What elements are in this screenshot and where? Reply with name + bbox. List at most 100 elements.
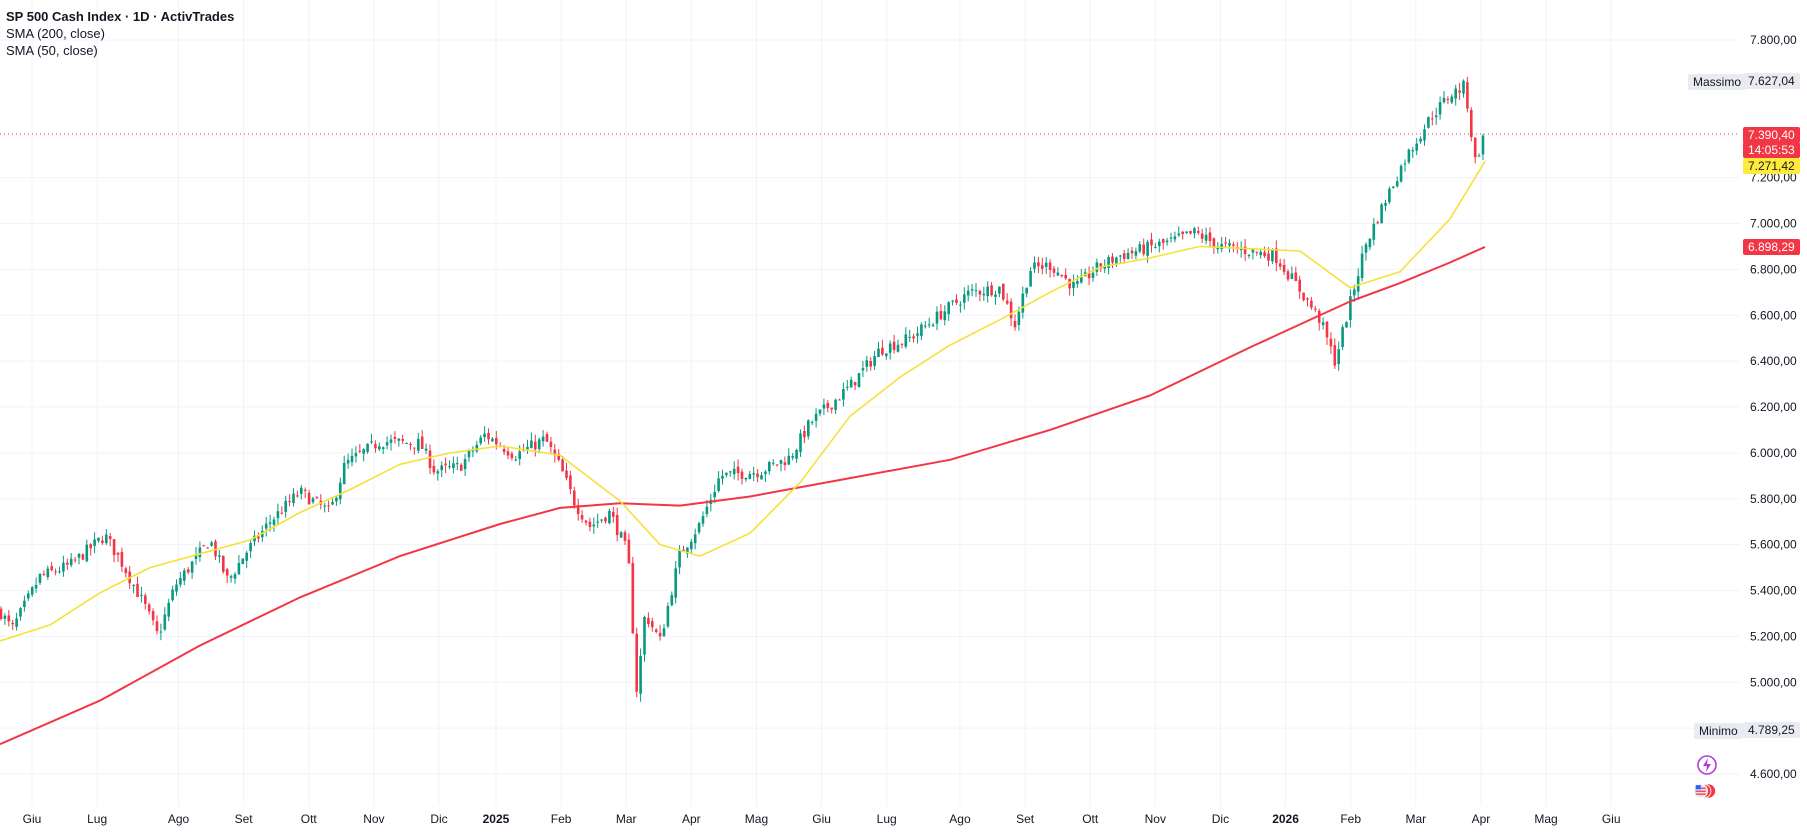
- candle[interactable]: [849, 376, 853, 388]
- candle[interactable]: [725, 472, 728, 478]
- candle[interactable]: [229, 574, 233, 583]
- candle[interactable]: [1052, 266, 1056, 278]
- candle[interactable]: [970, 283, 974, 297]
- candle[interactable]: [155, 615, 159, 635]
- candle[interactable]: [66, 558, 69, 571]
- candle[interactable]: [869, 357, 872, 371]
- candle[interactable]: [573, 486, 576, 509]
- candle[interactable]: [592, 517, 596, 534]
- candle[interactable]: [167, 598, 170, 622]
- candle[interactable]: [1173, 231, 1177, 243]
- candle[interactable]: [1193, 226, 1196, 239]
- candle[interactable]: [210, 540, 213, 547]
- candle[interactable]: [315, 495, 319, 499]
- candle[interactable]: [1290, 266, 1294, 280]
- candle[interactable]: [296, 490, 299, 498]
- candle[interactable]: [93, 532, 96, 554]
- candle[interactable]: [487, 428, 490, 445]
- candle[interactable]: [183, 568, 186, 586]
- candle[interactable]: [1481, 133, 1485, 160]
- candle[interactable]: [545, 431, 549, 442]
- candle[interactable]: [1091, 266, 1095, 282]
- candle[interactable]: [77, 552, 81, 565]
- candle[interactable]: [89, 543, 92, 556]
- legend-sma200[interactable]: SMA (200, close): [6, 26, 105, 41]
- candle[interactable]: [1392, 185, 1395, 189]
- candle[interactable]: [1384, 199, 1387, 212]
- candle[interactable]: [409, 442, 412, 451]
- candle[interactable]: [370, 433, 373, 444]
- candle[interactable]: [1446, 96, 1450, 105]
- candle[interactable]: [151, 608, 155, 626]
- candle[interactable]: [927, 317, 931, 328]
- candle[interactable]: [378, 442, 381, 452]
- candle[interactable]: [1243, 238, 1247, 261]
- candle[interactable]: [463, 454, 467, 476]
- candle[interactable]: [1247, 253, 1251, 259]
- candle[interactable]: [1341, 324, 1344, 351]
- candle[interactable]: [596, 513, 599, 528]
- candle[interactable]: [1294, 266, 1298, 282]
- candle[interactable]: [717, 471, 720, 493]
- candle[interactable]: [1185, 231, 1188, 235]
- candle[interactable]: [1220, 236, 1223, 253]
- candle[interactable]: [1259, 248, 1262, 259]
- candle[interactable]: [1298, 275, 1301, 299]
- candle[interactable]: [50, 562, 53, 572]
- candle[interactable]: [1470, 107, 1473, 142]
- candle[interactable]: [822, 398, 826, 416]
- candle[interactable]: [272, 516, 276, 532]
- candle[interactable]: [1360, 245, 1364, 282]
- candle[interactable]: [350, 448, 354, 467]
- candle[interactable]: [101, 535, 104, 545]
- candle[interactable]: [615, 507, 619, 542]
- candle[interactable]: [303, 487, 307, 499]
- candle[interactable]: [1072, 274, 1075, 296]
- candle[interactable]: [768, 460, 771, 475]
- candle[interactable]: [1068, 278, 1071, 296]
- candle[interactable]: [483, 426, 486, 442]
- candle[interactable]: [366, 443, 369, 454]
- candle[interactable]: [1076, 275, 1079, 288]
- candle[interactable]: [456, 456, 459, 471]
- candle[interactable]: [237, 554, 241, 575]
- candle[interactable]: [1399, 164, 1403, 183]
- candle[interactable]: [861, 361, 865, 378]
- candle[interactable]: [764, 470, 767, 482]
- candle[interactable]: [1177, 226, 1181, 238]
- candle[interactable]: [147, 602, 151, 615]
- candle[interactable]: [393, 431, 397, 444]
- candle[interactable]: [327, 500, 330, 513]
- candle[interactable]: [452, 456, 455, 474]
- candle[interactable]: [565, 462, 568, 481]
- candle[interactable]: [140, 586, 143, 603]
- candle[interactable]: [920, 322, 923, 340]
- candle[interactable]: [288, 494, 291, 507]
- candle[interactable]: [420, 430, 424, 450]
- candle[interactable]: [471, 446, 475, 458]
- candle[interactable]: [1130, 246, 1134, 259]
- candle[interactable]: [428, 444, 432, 474]
- candle[interactable]: [1087, 266, 1091, 286]
- candle[interactable]: [693, 528, 697, 550]
- candle[interactable]: [1033, 256, 1036, 273]
- candle[interactable]: [401, 434, 404, 444]
- candle[interactable]: [222, 555, 225, 574]
- candle[interactable]: [245, 550, 248, 569]
- candle[interactable]: [506, 448, 510, 460]
- candle[interactable]: [1208, 227, 1212, 248]
- candle[interactable]: [276, 503, 280, 525]
- candle[interactable]: [46, 565, 50, 580]
- candle[interactable]: [1317, 308, 1321, 331]
- candle[interactable]: [771, 459, 775, 466]
- candle[interactable]: [1165, 238, 1169, 246]
- candle[interactable]: [1431, 111, 1434, 126]
- candle[interactable]: [1134, 247, 1138, 260]
- candle[interactable]: [1462, 79, 1465, 98]
- candle[interactable]: [491, 437, 494, 443]
- candle[interactable]: [432, 459, 436, 475]
- candle[interactable]: [814, 408, 818, 428]
- candle[interactable]: [362, 448, 365, 462]
- candle[interactable]: [654, 628, 658, 634]
- candle[interactable]: [1142, 238, 1145, 257]
